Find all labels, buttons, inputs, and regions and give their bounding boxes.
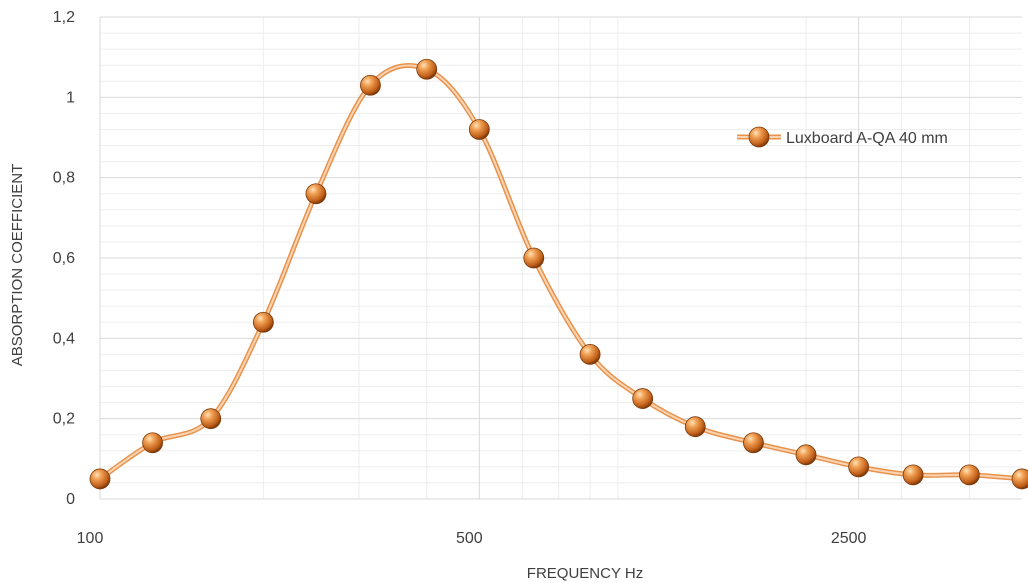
data-point xyxy=(89,468,111,490)
y-tick-label: 1,2 xyxy=(53,9,75,26)
data-point xyxy=(305,183,327,205)
x-axis-title: FREQUENCY Hz xyxy=(527,565,643,582)
x-tick-label: 2500 xyxy=(831,530,867,547)
y-tick-label: 0,8 xyxy=(53,170,75,187)
data-point xyxy=(632,388,654,409)
y-tick-label: 0,2 xyxy=(53,411,75,428)
data-point xyxy=(468,119,490,140)
y-tick-label: 0 xyxy=(66,491,75,508)
data-point xyxy=(416,58,438,80)
x-tick-label: 100 xyxy=(77,530,104,547)
y-tick-label: 0,6 xyxy=(53,250,75,267)
y-tick-label: 0,4 xyxy=(53,330,75,347)
data-point xyxy=(959,464,980,486)
data-point xyxy=(252,311,274,333)
y-tick-label: 1 xyxy=(66,89,75,106)
series-line-outline xyxy=(97,63,1025,482)
data-point xyxy=(902,464,924,486)
series-line xyxy=(99,64,1023,480)
data-point xyxy=(684,416,706,438)
grid xyxy=(99,16,1022,500)
data-point xyxy=(795,444,817,466)
data-point xyxy=(142,432,163,454)
x-tick-label: 500 xyxy=(456,530,483,547)
series-layer xyxy=(89,58,1028,490)
axes: 0 0,2 0,4 0,6 0,8 1 1,2 100 500 2500 xyxy=(53,9,1022,547)
data-point xyxy=(523,247,545,269)
data-point xyxy=(1011,468,1028,490)
legend: Luxboard A-QA 40 mm xyxy=(737,126,948,148)
data-point xyxy=(200,408,222,430)
y-axis-title: ABSORPTION COEFFICIENT xyxy=(9,164,26,367)
data-point xyxy=(360,74,381,96)
legend-marker xyxy=(748,126,770,148)
data-point xyxy=(579,343,601,365)
legend-label: Luxboard A-QA 40 mm xyxy=(786,130,948,147)
data-point xyxy=(743,432,764,454)
data-point xyxy=(848,456,870,478)
